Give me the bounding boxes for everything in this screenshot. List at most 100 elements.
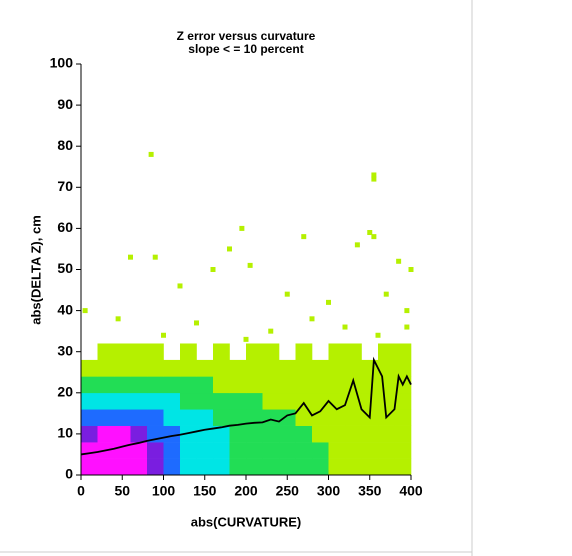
- y-tick-label: 10: [57, 425, 73, 441]
- heat-cell: [361, 425, 379, 443]
- heat-cell: [295, 442, 313, 459]
- heat-cell: [279, 392, 296, 410]
- heat-cell: [394, 442, 412, 459]
- heat-cell: [130, 392, 148, 410]
- heat-cell: [229, 359, 247, 377]
- heat-cell: [180, 458, 197, 476]
- heat-cell: [361, 392, 379, 410]
- heat-cell: [147, 359, 164, 377]
- x-tick-label: 350: [358, 483, 382, 499]
- heat-cell: [394, 425, 412, 443]
- heat-cell: [394, 343, 412, 361]
- heat-cell: [229, 409, 247, 426]
- heat-cell: [97, 392, 115, 410]
- heat-cell: [163, 392, 181, 410]
- heat-cell: [196, 359, 214, 377]
- outlier-cell: [404, 308, 410, 314]
- outlier-cell: [152, 254, 158, 260]
- heat-cell: [147, 458, 164, 476]
- heat-cell: [180, 359, 197, 377]
- heat-cell: [180, 392, 197, 410]
- heat-cell: [180, 442, 197, 459]
- heat-cell: [97, 376, 115, 394]
- heat-cell: [163, 458, 181, 476]
- heat-cell: [328, 409, 346, 426]
- heat-cell: [213, 425, 230, 443]
- heat-cell: [130, 425, 148, 443]
- outlier-cell: [115, 316, 121, 322]
- y-tick-label: 0: [65, 466, 73, 482]
- heat-cell: [147, 442, 164, 459]
- chart-subtitle: slope < = 10 percent: [188, 42, 303, 56]
- heat-cell: [81, 442, 98, 459]
- heat-cell: [312, 425, 329, 443]
- heat-cell: [361, 376, 379, 394]
- heat-cell: [97, 425, 115, 443]
- heat-cell: [114, 425, 131, 443]
- heat-cell: [378, 359, 395, 377]
- y-axis-label: abs(DELTA Z), cm: [28, 215, 43, 325]
- heat-cell: [147, 376, 164, 394]
- heat-cell: [328, 376, 346, 394]
- outlier-cell: [342, 324, 348, 330]
- outlier-cell: [326, 299, 331, 305]
- heat-cell: [180, 343, 197, 361]
- heat-cell: [196, 458, 214, 476]
- heat-cell: [262, 343, 280, 361]
- heat-cell: [130, 376, 148, 394]
- outlier-cell: [210, 267, 216, 272]
- heat-cell: [246, 458, 263, 476]
- y-tick-label: 70: [57, 178, 73, 194]
- heat-cell: [97, 458, 115, 476]
- heat-cell: [246, 376, 263, 394]
- heat-cell: [345, 376, 362, 394]
- heat-cell: [378, 376, 395, 394]
- heat-cell: [114, 392, 131, 410]
- heat-cell: [312, 442, 329, 459]
- heat-cell: [345, 359, 362, 377]
- x-tick-label: 0: [77, 483, 85, 499]
- heat-cell: [295, 343, 313, 361]
- heat-cell: [196, 409, 214, 426]
- y-tick-label: 20: [57, 384, 73, 400]
- x-tick-label: 100: [152, 483, 176, 499]
- outlier-cell: [284, 291, 290, 297]
- outlier-cell: [194, 320, 199, 326]
- heat-cell: [163, 376, 181, 394]
- heat-cell: [262, 409, 280, 426]
- heat-cell: [262, 392, 280, 410]
- outlier-cell: [301, 234, 307, 240]
- heat-cell: [345, 458, 362, 476]
- heat-cell: [163, 442, 181, 459]
- x-tick-label: 50: [114, 483, 130, 499]
- x-tick-label: 250: [276, 483, 300, 499]
- heat-cell: [163, 425, 181, 443]
- outlier-cell: [408, 267, 414, 272]
- heat-cell: [295, 409, 313, 426]
- heat-cell: [312, 359, 329, 377]
- y-tick-label: 80: [57, 137, 73, 153]
- y-tick-label: 30: [57, 342, 73, 358]
- heat-cell: [246, 442, 263, 459]
- heat-cell: [229, 376, 247, 394]
- heat-cell: [295, 425, 313, 443]
- heat-cell: [328, 343, 346, 361]
- heat-cell: [378, 392, 395, 410]
- heat-cell: [114, 359, 131, 377]
- heat-cell: [180, 376, 197, 394]
- heat-cell: [213, 442, 230, 459]
- outlier-cell: [243, 336, 249, 342]
- heat-cell: [262, 359, 280, 377]
- heat-cell: [213, 458, 230, 476]
- heat-cell: [81, 425, 98, 443]
- heat-cell: [394, 392, 412, 410]
- outlier-cell: [227, 246, 232, 252]
- heat-cell: [279, 458, 296, 476]
- heat-cell: [295, 376, 313, 394]
- heat-cell: [114, 376, 131, 394]
- outlier-cell: [148, 151, 154, 157]
- outlier-cell: [177, 283, 183, 289]
- heat-cell: [246, 359, 263, 377]
- heat-cell: [97, 409, 115, 426]
- y-tick-label: 50: [57, 260, 73, 276]
